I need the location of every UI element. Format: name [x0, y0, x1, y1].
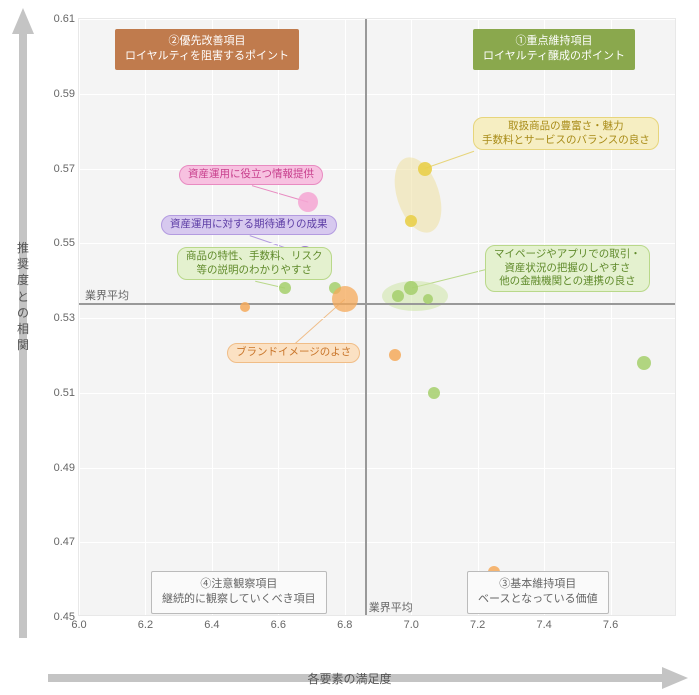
grid-line-v: [212, 19, 213, 615]
x-tick-label: 7.6: [603, 619, 618, 631]
data-point: [332, 286, 358, 312]
annotation-orange: ブランドイメージのよさ: [227, 343, 360, 363]
quadrant-box: ①重点維持項目ロイヤルティ醸成のポイント: [473, 29, 635, 70]
avg-label-y: 業界平均: [85, 287, 129, 303]
y-tick-label: 0.47: [43, 536, 75, 548]
quad-box-line1: ①重点維持項目: [483, 34, 625, 49]
grid-line-v: [411, 19, 412, 615]
annotation-green1: 商品の特性、手数料、リスク等の説明のわかりやすさ: [177, 247, 332, 280]
grid-line-h: [79, 19, 675, 20]
x-tick-label: 7.0: [404, 619, 419, 631]
quadrant-box: ④注意観察項目継続的に観察していくべき項目: [151, 571, 327, 614]
y-tick-label: 0.59: [43, 88, 75, 100]
grid-line-h: [79, 468, 675, 469]
x-tick-label: 7.4: [536, 619, 551, 631]
data-point: [404, 281, 418, 295]
data-point: [279, 282, 291, 294]
data-point: [392, 290, 404, 302]
grid-line-h: [79, 169, 675, 170]
quadrant-scatter-chart: 推奨度との相関 各要素の満足度 6.06.26.46.66.87.07.27.4…: [0, 0, 699, 695]
grid-line-h: [79, 393, 675, 394]
data-point: [418, 162, 432, 176]
quadrant-box: ②優先改善項目ロイヤルティを阻害するポイント: [115, 29, 299, 70]
plot-area: 6.06.26.46.66.87.07.27.47.60.450.470.490…: [78, 18, 676, 616]
grid-line-h: [79, 542, 675, 543]
y-tick-label: 0.53: [43, 312, 75, 324]
annotation-green2: マイページやアプリでの取引・資産状況の把握のしやすさ他の金融機関との連携の良さ: [485, 245, 650, 292]
grid-line-v: [79, 19, 80, 615]
data-point: [389, 349, 401, 361]
annotation-pink: 資産運用に役立つ情報提供: [179, 165, 323, 185]
data-point: [428, 387, 440, 399]
y-tick-label: 0.57: [43, 163, 75, 175]
y-axis-title: 推奨度との相関: [14, 240, 32, 353]
y-tick-label: 0.49: [43, 462, 75, 474]
quad-box-line1: ④注意観察項目: [162, 577, 316, 592]
y-tick-label: 0.51: [43, 387, 75, 399]
x-tick-label: 6.2: [138, 619, 153, 631]
quad-box-line1: ③基本維持項目: [478, 577, 598, 592]
x-tick-label: 6.4: [204, 619, 219, 631]
grid-line-h: [79, 94, 675, 95]
data-point: [405, 215, 417, 227]
data-point: [240, 302, 250, 312]
y-tick-label: 0.45: [43, 611, 75, 623]
grid-line-h: [79, 617, 675, 618]
y-tick-label: 0.61: [43, 13, 75, 25]
data-point: [637, 356, 651, 370]
annotation-yellow: 取扱商品の豊富さ・魅力手数料とサービスのバランスの良さ: [473, 117, 659, 150]
grid-line-v: [611, 19, 612, 615]
grid-line-v: [478, 19, 479, 615]
grid-line-v: [278, 19, 279, 615]
quad-box-line1: ②優先改善項目: [125, 34, 289, 49]
grid-line-v: [345, 19, 346, 615]
quadrant-box: ③基本維持項目ベースとなっている価値: [467, 571, 609, 614]
quad-box-line2: ロイヤルティ醸成のポイント: [483, 49, 625, 64]
x-tick-label: 6.6: [271, 619, 286, 631]
quad-box-line2: ベースとなっている価値: [478, 592, 598, 607]
quadrant-line-v: [365, 19, 367, 615]
quadrant-line-h: [79, 303, 675, 305]
quad-box-line2: 継続的に観察していくべき項目: [162, 592, 316, 607]
data-point: [298, 192, 318, 212]
y-tick-label: 0.55: [43, 237, 75, 249]
grid-line-v: [145, 19, 146, 615]
avg-label-x: 業界平均: [369, 599, 413, 615]
data-point: [423, 294, 433, 304]
annotation-purple: 資産運用に対する期待通りの成果: [161, 215, 337, 235]
x-tick-label: 7.2: [470, 619, 485, 631]
quad-box-line2: ロイヤルティを阻害するポイント: [125, 49, 289, 64]
grid-line-h: [79, 318, 675, 319]
x-axis-title: 各要素の満足度: [0, 670, 699, 687]
grid-line-v: [544, 19, 545, 615]
x-tick-label: 6.8: [337, 619, 352, 631]
